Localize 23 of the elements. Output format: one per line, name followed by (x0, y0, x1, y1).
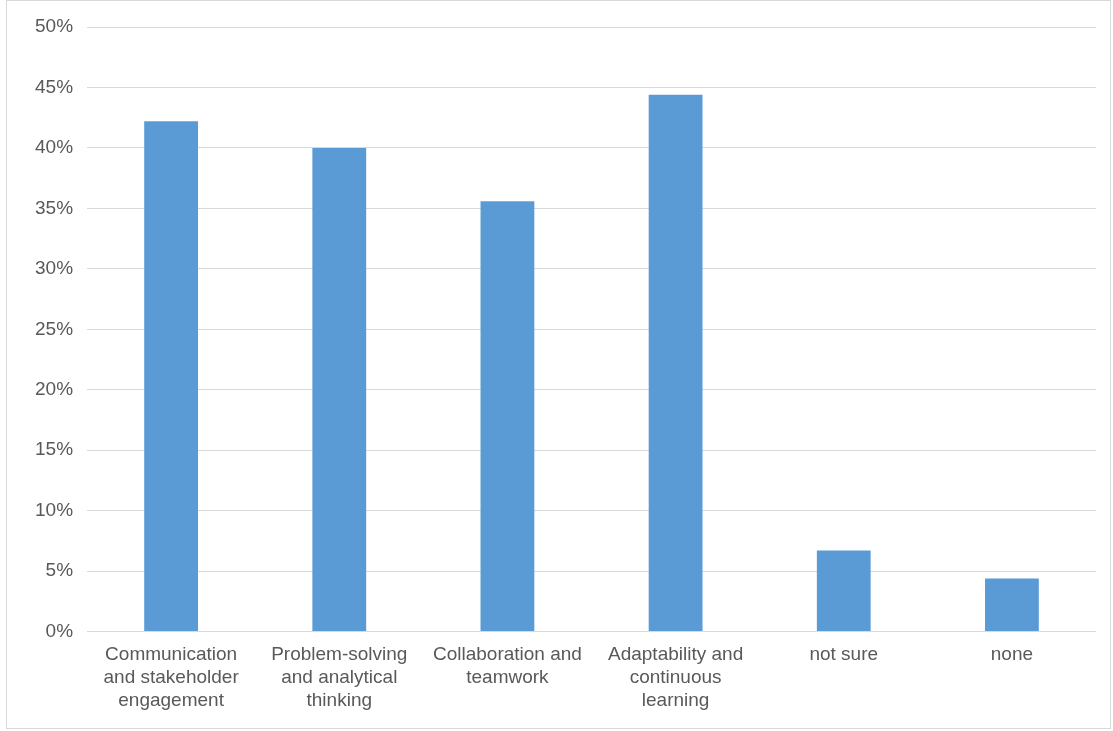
y-tick-label: 50% (35, 15, 74, 37)
bar (648, 94, 703, 632)
bar (816, 550, 871, 632)
y-tick-label: 15% (35, 438, 74, 460)
y-tick-label: 25% (35, 317, 74, 339)
x-tick-label: Problem-solving and analytical thinking (271, 643, 408, 710)
y-tick-label: 30% (35, 257, 74, 279)
y-tick-label: 45% (35, 75, 74, 97)
bar (312, 147, 367, 632)
y-tick-label: 5% (45, 559, 74, 581)
bar (985, 578, 1039, 632)
x-tick-label: none (990, 643, 1034, 665)
y-tick-label: 0% (45, 619, 74, 641)
x-tick-label: not sure (809, 643, 879, 665)
x-tick-label: Collaboration and teamwork (432, 643, 582, 688)
x-tick-label: Adaptability and continuous learning (607, 643, 744, 710)
bar (480, 201, 535, 632)
y-tick-label: 20% (35, 377, 74, 399)
y-tick-label: 10% (35, 498, 74, 520)
bar (144, 121, 199, 632)
x-tick-label: Communication and stakeholder engagement (103, 643, 240, 710)
y-tick-label: 35% (35, 196, 74, 218)
y-tick-label: 40% (35, 136, 74, 158)
